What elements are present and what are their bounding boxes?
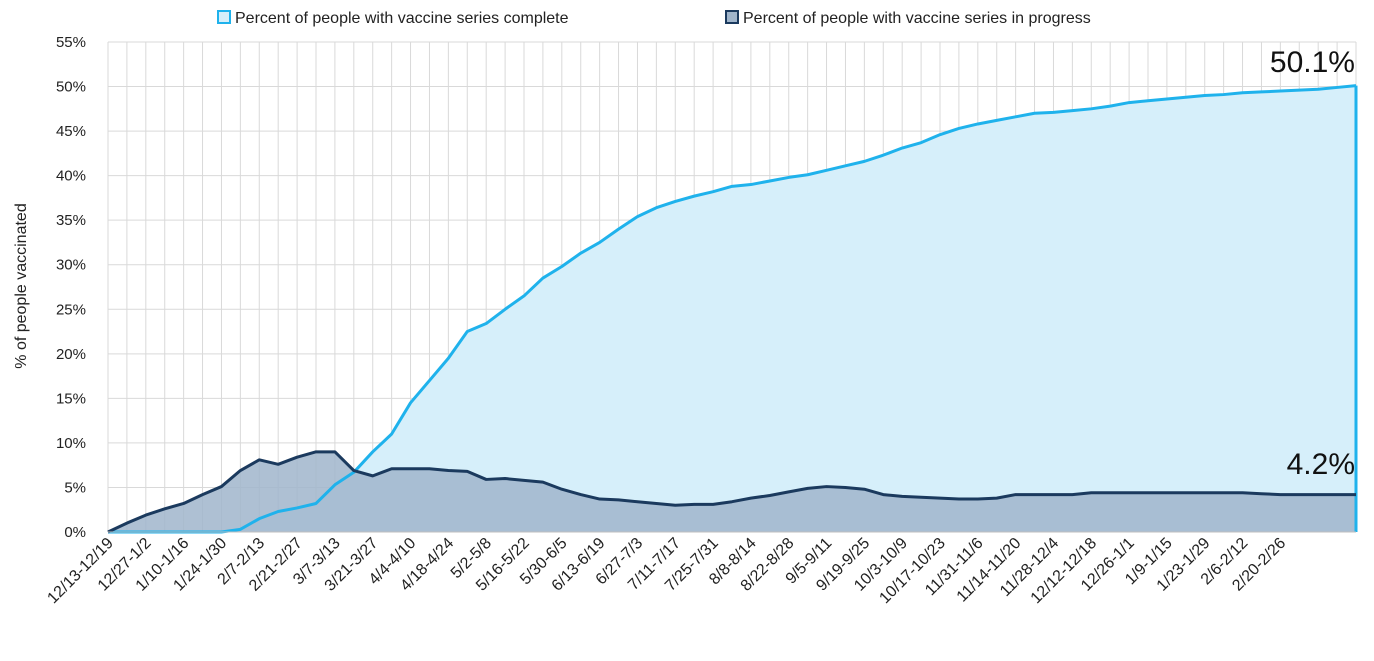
series-line-complete	[108, 84, 1357, 534]
end-label-complete: 50.1%	[1270, 46, 1355, 79]
y-tick-label: 25%	[56, 301, 86, 318]
legend-swatch-in-progress	[725, 10, 739, 24]
y-tick-label: 55%	[56, 34, 86, 51]
y-tick-label: 15%	[56, 390, 86, 407]
y-tick-label: 5%	[64, 479, 86, 496]
legend-item-complete[interactable]: Percent of people with vaccine series co…	[217, 10, 569, 27]
y-tick-labels: 0% 5% 10% 15% 20% 25% 30% 35% 40% 45% 50% 55%	[56, 34, 86, 541]
legend-label-in-progress: Percent of people with vaccine series in…	[743, 10, 1091, 27]
legend-swatch-complete	[217, 10, 231, 24]
area-fill-in-progress	[108, 451, 1356, 532]
y-tick-label: 45%	[56, 123, 86, 140]
y-axis-label: % of people vaccinated	[13, 203, 30, 368]
end-label-in-progress: 4.2%	[1287, 448, 1355, 481]
series-line-in-progress	[107, 450, 1356, 534]
legend: Percent of people with vaccine series co…	[217, 10, 1091, 27]
y-tick-label: 40%	[56, 168, 86, 185]
y-tick-label: 10%	[56, 435, 86, 452]
legend-item-in-progress[interactable]: Percent of people with vaccine series in…	[725, 10, 1091, 27]
x-tick-labels: 12/13-12/1912/27-1/21/10-1/161/24-1/302/…	[44, 535, 1289, 607]
y-tick-label: 35%	[56, 212, 86, 229]
area-fill-complete	[108, 85, 1356, 533]
legend-label-complete: Percent of people with vaccine series co…	[235, 10, 569, 27]
series-areas	[107, 84, 1358, 534]
y-tick-label: 30%	[56, 257, 86, 274]
y-tick-label: 50%	[56, 79, 86, 96]
y-tick-label: 0%	[64, 524, 86, 541]
y-tick-label: 20%	[56, 346, 86, 363]
